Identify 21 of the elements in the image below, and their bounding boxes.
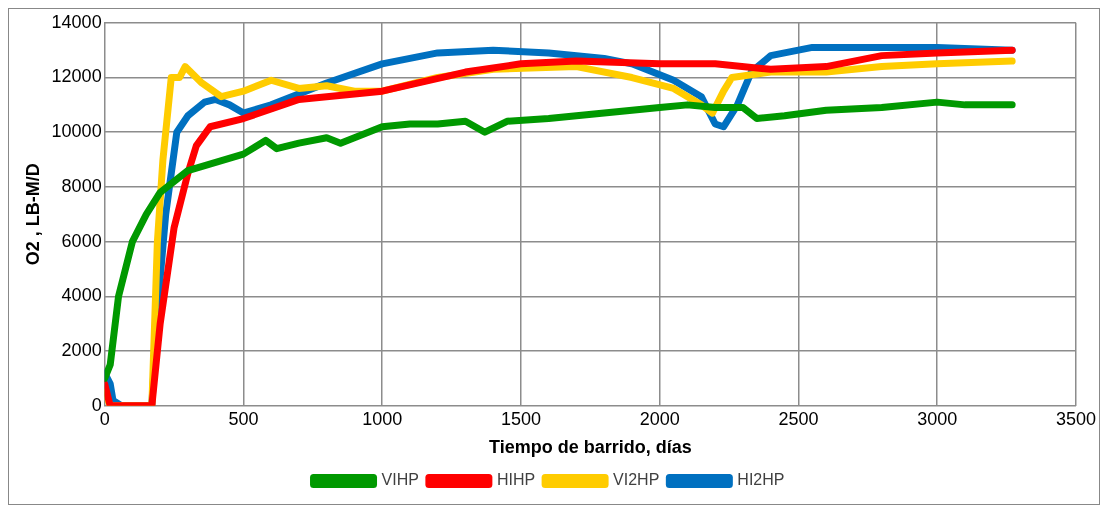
x-tick-label: 3000 — [917, 408, 958, 429]
legend-label: HI2HP — [737, 471, 785, 489]
x-tick-label: 500 — [228, 408, 259, 429]
legend-label: VIHP — [381, 471, 419, 489]
y-tick-label: 0 — [91, 394, 102, 415]
y-tick-label: 10000 — [51, 121, 102, 142]
legend-label: HIHP — [496, 471, 536, 489]
x-tick-label: 1000 — [362, 408, 403, 429]
y-tick-label: 14000 — [51, 11, 102, 32]
legend-label: VI2HP — [613, 471, 660, 489]
y-tick-label: 12000 — [51, 66, 102, 87]
x-tick-label: 2500 — [778, 408, 819, 429]
y-tick-label: 4000 — [61, 285, 102, 306]
y-tick-label: 6000 — [61, 230, 102, 251]
y-tick-label: 2000 — [61, 340, 102, 361]
x-tick-label: 2000 — [639, 408, 680, 429]
x-axis-title: Tiempo de barrido, días — [488, 437, 692, 458]
x-tick-label: 1500 — [500, 408, 541, 429]
x-tick-label: 3500 — [1055, 408, 1096, 429]
y-axis-title: O2 , LB-M/D — [22, 163, 43, 266]
y-tick-label: 8000 — [61, 175, 102, 196]
